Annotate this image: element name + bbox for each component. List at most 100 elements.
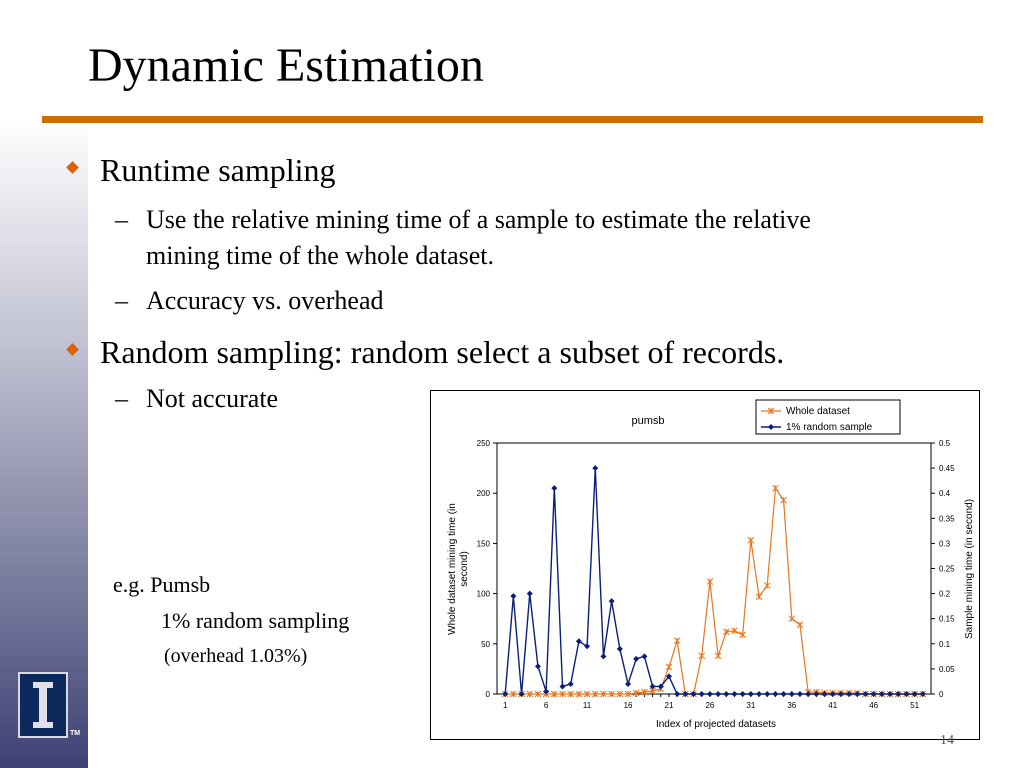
right-axis-tick-label: 0 [939, 690, 944, 699]
data-point-random-sample [600, 653, 607, 660]
data-point-whole-dataset [550, 690, 558, 698]
x-axis-tick-label: 6 [544, 701, 549, 710]
data-point-random-sample [854, 691, 861, 697]
data-point-random-sample [821, 691, 828, 697]
data-point-random-sample [829, 691, 836, 697]
data-point-random-sample [649, 683, 656, 690]
data-point-whole-dataset [731, 627, 738, 635]
right-axis-tick-label: 0.15 [939, 615, 955, 624]
data-point-whole-dataset [763, 582, 771, 589]
logo-tm-mark: TM [70, 730, 81, 737]
example-label: e.g. Pumsb [113, 572, 211, 597]
data-point-random-sample [780, 691, 787, 697]
data-point-whole-dataset [510, 690, 517, 698]
data-point-random-sample [534, 663, 541, 670]
data-point-random-sample [870, 691, 877, 697]
data-point-whole-dataset [698, 652, 706, 660]
data-point-whole-dataset [747, 537, 755, 544]
data-point-random-sample [731, 691, 738, 697]
right-axis-tick-label: 0.35 [939, 514, 955, 523]
data-point-whole-dataset [632, 689, 640, 697]
data-point-random-sample [698, 691, 705, 697]
plot-area [496, 442, 932, 695]
data-point-random-sample [657, 683, 664, 690]
data-point-random-sample [862, 691, 869, 697]
series-line-random-sample [504, 468, 923, 695]
legend-marker-random-sample [768, 424, 774, 430]
x-axis-tick-label: 1 [503, 701, 508, 710]
data-point-random-sample [575, 638, 582, 645]
data-point-whole-dataset [600, 690, 607, 698]
chart-container: 0 50 100 150 200 250 0 0.05 0.1 0.15 0.2 0.25 0.3 0.3… [430, 390, 980, 740]
data-point-whole-dataset [722, 628, 730, 636]
data-point-random-sample [543, 688, 550, 695]
data-point-random-sample [510, 593, 517, 600]
data-point-whole-dataset [567, 690, 575, 698]
page-number: 14 [940, 733, 954, 748]
data-point-whole-dataset [739, 631, 747, 639]
data-point-whole-dataset [624, 690, 632, 698]
x-axis-tick-label: 51 [910, 701, 919, 710]
sub-bullet-dash: – [115, 205, 128, 234]
x-axis-tick-label: 41 [828, 701, 837, 710]
data-point-random-sample [551, 485, 558, 492]
data-point-random-sample [813, 691, 820, 697]
data-point-random-sample [837, 691, 844, 697]
data-point-random-sample [723, 691, 730, 697]
data-point-whole-dataset [534, 690, 542, 698]
data-point-whole-dataset [575, 690, 583, 698]
data-point-random-sample [715, 691, 722, 697]
data-point-whole-dataset [714, 652, 722, 660]
data-point-random-sample [788, 691, 795, 697]
data-point-whole-dataset [673, 637, 681, 645]
data-point-random-sample [674, 691, 681, 697]
university-logo-icon [18, 672, 68, 738]
data-point-random-sample [895, 691, 902, 697]
sub-bullet-relative-time-line1: Use the relative mining time of a sample… [146, 205, 811, 234]
data-point-whole-dataset [788, 615, 796, 623]
right-axis-tick-label: 0.1 [939, 640, 951, 649]
sub-bullet-accuracy-overhead: Accuracy vs. overhead [146, 286, 384, 315]
sub-bullet-not-accurate: Not accurate [146, 384, 279, 413]
data-point-random-sample [846, 691, 853, 697]
data-point-random-sample [887, 691, 894, 697]
sub-bullet-relative-time-line2: mining time of the whole dataset. [146, 241, 495, 270]
chart-title: pumsb [631, 415, 664, 427]
bullet-runtime-sampling: Runtime sampling [100, 152, 336, 188]
series-line-whole-dataset [505, 486, 923, 695]
x-axis-tick-label: 36 [787, 701, 796, 710]
data-point-random-sample [772, 691, 779, 697]
data-point-random-sample [911, 691, 918, 697]
data-point-whole-dataset [591, 690, 599, 698]
data-point-random-sample [641, 653, 648, 660]
data-point-whole-dataset [755, 593, 763, 600]
sub-bullet-dash: – [115, 384, 128, 413]
title-underline [42, 116, 983, 123]
example-overhead: (overhead 1.03%) [164, 645, 308, 667]
decorative-sidebar [0, 120, 88, 768]
right-axis-tick-label: 0.25 [939, 565, 955, 574]
data-point-random-sample [584, 643, 591, 650]
x-axis-tick-label: 16 [624, 701, 633, 710]
data-point-whole-dataset [559, 690, 566, 698]
data-point-random-sample [592, 465, 599, 472]
legend-box [755, 399, 901, 435]
left-axis-tick-label: 200 [477, 489, 491, 498]
data-point-random-sample [625, 680, 632, 687]
data-point-random-sample [682, 691, 689, 697]
x-axis-title: Index of projected datasets [656, 719, 776, 730]
data-point-random-sample [665, 673, 672, 680]
data-point-random-sample [747, 691, 754, 697]
data-point-random-sample [518, 691, 525, 697]
data-point-random-sample [796, 691, 803, 697]
data-point-random-sample [756, 691, 763, 697]
x-axis-tick-label: 11 [583, 701, 592, 710]
right-axis-tick-label: 0.05 [939, 665, 955, 674]
data-point-random-sample [608, 598, 615, 605]
x-axis-tick-label: 31 [746, 701, 755, 710]
data-point-whole-dataset [608, 690, 615, 698]
data-point-random-sample [690, 691, 697, 697]
data-point-random-sample [633, 655, 640, 662]
right-axis-tick-label: 0.45 [939, 464, 955, 473]
legend-marker-whole-dataset [767, 407, 775, 415]
